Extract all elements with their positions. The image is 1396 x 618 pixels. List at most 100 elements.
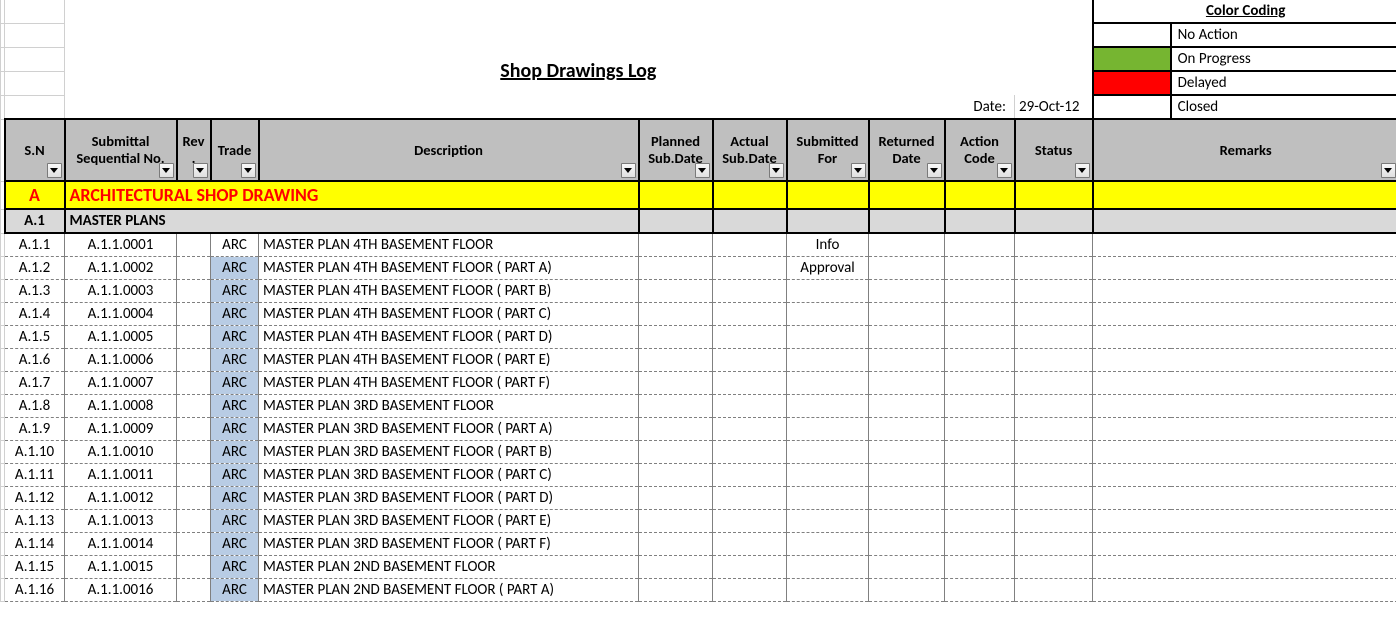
cell-status[interactable] — [1015, 395, 1093, 418]
cell-remarks[interactable] — [1093, 418, 1396, 441]
filter-dropdown-icon[interactable] — [47, 163, 62, 178]
cell-trade[interactable]: ARC — [211, 395, 259, 418]
cell-actioncode[interactable] — [945, 326, 1015, 349]
table-row[interactable]: A.1.6A.1.1.0006ARCMASTER PLAN 4TH BASEME… — [1, 349, 1396, 372]
cell-sn[interactable]: A.1.3 — [5, 280, 65, 303]
cell-remarks[interactable] — [1093, 579, 1396, 602]
cell-sn[interactable]: A.1.16 — [5, 579, 65, 602]
cell-desc[interactable]: MASTER PLAN 4TH BASEMENT FLOOR — [259, 233, 639, 257]
cell-subfor[interactable] — [787, 464, 869, 487]
cell-remarks[interactable] — [1093, 395, 1396, 418]
cell-desc[interactable]: MASTER PLAN 4TH BASEMENT FLOOR ( PART D) — [259, 326, 639, 349]
cell-actioncode[interactable] — [945, 510, 1015, 533]
cell-returned[interactable] — [869, 372, 945, 395]
cell-actioncode[interactable] — [945, 441, 1015, 464]
cell-sn[interactable]: A.1.1 — [5, 233, 65, 257]
filter-dropdown-icon[interactable] — [241, 163, 256, 178]
cell-actual[interactable] — [713, 556, 787, 579]
cell-planned[interactable] — [639, 326, 713, 349]
cell-status[interactable] — [1015, 303, 1093, 326]
table-row[interactable]: A.1.14A.1.1.0014ARCMASTER PLAN 3RD BASEM… — [1, 533, 1396, 556]
cell-subfor[interactable] — [787, 533, 869, 556]
cell-seq[interactable]: A.1.1.0002 — [65, 257, 177, 280]
filter-dropdown-icon[interactable] — [1075, 163, 1090, 178]
cell-rev[interactable] — [177, 372, 211, 395]
cell-trade[interactable]: ARC — [211, 303, 259, 326]
filter-dropdown-icon[interactable] — [997, 163, 1012, 178]
cell-actioncode[interactable] — [945, 257, 1015, 280]
cell-desc[interactable]: MASTER PLAN 4TH BASEMENT FLOOR ( PART E) — [259, 349, 639, 372]
cell-actioncode[interactable] — [945, 303, 1015, 326]
cell-rev[interactable] — [177, 280, 211, 303]
cell-seq[interactable]: A.1.1.0014 — [65, 533, 177, 556]
cell-sn[interactable]: A.1.5 — [5, 326, 65, 349]
cell-trade[interactable]: ARC — [211, 280, 259, 303]
cell-actioncode[interactable] — [945, 395, 1015, 418]
cell-trade[interactable]: ARC — [211, 257, 259, 280]
cell-actioncode[interactable] — [945, 418, 1015, 441]
cell-desc[interactable]: MASTER PLAN 3RD BASEMENT FLOOR ( PART E) — [259, 510, 639, 533]
cell-planned[interactable] — [639, 510, 713, 533]
cell-status[interactable] — [1015, 556, 1093, 579]
cell-seq[interactable]: A.1.1.0009 — [65, 418, 177, 441]
cell-seq[interactable]: A.1.1.0005 — [65, 326, 177, 349]
cell-returned[interactable] — [869, 395, 945, 418]
cell-seq[interactable]: A.1.1.0007 — [65, 372, 177, 395]
col-trade[interactable]: Trade — [211, 119, 259, 181]
cell-planned[interactable] — [639, 349, 713, 372]
cell-actual[interactable] — [713, 280, 787, 303]
cell-planned[interactable] — [639, 533, 713, 556]
cell-sn[interactable]: A.1.2 — [5, 257, 65, 280]
cell-rev[interactable] — [177, 233, 211, 257]
table-row[interactable]: A.1.4A.1.1.0004ARCMASTER PLAN 4TH BASEME… — [1, 303, 1396, 326]
cell-remarks[interactable] — [1093, 257, 1396, 280]
cell-planned[interactable] — [639, 579, 713, 602]
cell-actual[interactable] — [713, 579, 787, 602]
cell-sn[interactable]: A.1.11 — [5, 464, 65, 487]
cell-sn[interactable]: A.1.12 — [5, 487, 65, 510]
cell-planned[interactable] — [639, 303, 713, 326]
cell-actioncode[interactable] — [945, 372, 1015, 395]
cell-rev[interactable] — [177, 326, 211, 349]
col-actual[interactable]: ActualSub.Date — [713, 119, 787, 181]
col-ret[interactable]: ReturnedDate — [869, 119, 945, 181]
cell-planned[interactable] — [639, 418, 713, 441]
cell-seq[interactable]: A.1.1.0016 — [65, 579, 177, 602]
cell-trade[interactable]: ARC — [211, 464, 259, 487]
cell-trade[interactable]: ARC — [211, 349, 259, 372]
cell-planned[interactable] — [639, 372, 713, 395]
cell-sn[interactable]: A.1.8 — [5, 395, 65, 418]
cell-trade[interactable]: ARC — [211, 556, 259, 579]
cell-actual[interactable] — [713, 487, 787, 510]
cell-desc[interactable]: MASTER PLAN 3RD BASEMENT FLOOR — [259, 395, 639, 418]
cell-rev[interactable] — [177, 418, 211, 441]
cell-sn[interactable]: A.1.10 — [5, 441, 65, 464]
cell-returned[interactable] — [869, 464, 945, 487]
cell-status[interactable] — [1015, 372, 1093, 395]
cell-returned[interactable] — [869, 280, 945, 303]
cell-returned[interactable] — [869, 556, 945, 579]
cell-desc[interactable]: MASTER PLAN 4TH BASEMENT FLOOR ( PART C) — [259, 303, 639, 326]
table-row[interactable]: A.1.12A.1.1.0012ARCMASTER PLAN 3RD BASEM… — [1, 487, 1396, 510]
cell-status[interactable] — [1015, 349, 1093, 372]
cell-subfor[interactable] — [787, 326, 869, 349]
cell-returned[interactable] — [869, 533, 945, 556]
cell-actioncode[interactable] — [945, 579, 1015, 602]
filter-dropdown-icon[interactable] — [1381, 163, 1396, 178]
cell-planned[interactable] — [639, 556, 713, 579]
cell-remarks[interactable] — [1093, 533, 1396, 556]
cell-subfor[interactable] — [787, 303, 869, 326]
cell-status[interactable] — [1015, 533, 1093, 556]
cell-actual[interactable] — [713, 464, 787, 487]
table-row[interactable]: A.1.9A.1.1.0009ARCMASTER PLAN 3RD BASEME… — [1, 418, 1396, 441]
cell-remarks[interactable] — [1093, 280, 1396, 303]
cell-subfor[interactable] — [787, 372, 869, 395]
cell-seq[interactable]: A.1.1.0008 — [65, 395, 177, 418]
col-desc[interactable]: Description — [259, 119, 639, 181]
cell-status[interactable] — [1015, 280, 1093, 303]
cell-rev[interactable] — [177, 349, 211, 372]
cell-trade[interactable]: ARC — [211, 510, 259, 533]
cell-actual[interactable] — [713, 326, 787, 349]
cell-actual[interactable] — [713, 372, 787, 395]
cell-remarks[interactable] — [1093, 372, 1396, 395]
